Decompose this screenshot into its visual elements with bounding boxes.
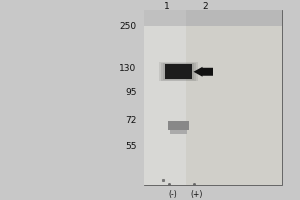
Text: 250: 250	[119, 22, 136, 31]
Bar	[144, 10, 282, 185]
Text: 130: 130	[119, 64, 136, 73]
Bar	[163, 63, 194, 80]
Text: 72: 72	[125, 116, 136, 125]
Text: (+): (+)	[190, 190, 203, 199]
Text: 2: 2	[203, 2, 208, 11]
Text: 1: 1	[164, 2, 169, 11]
Bar	[170, 130, 187, 134]
Bar	[186, 10, 282, 26]
Bar	[161, 63, 196, 81]
Text: 55: 55	[125, 142, 136, 151]
Bar	[186, 10, 282, 185]
Text: (-): (-)	[168, 190, 177, 199]
Bar	[144, 10, 186, 185]
Bar	[168, 121, 189, 130]
Bar	[144, 10, 186, 26]
FancyArrow shape	[194, 67, 213, 77]
Bar	[165, 64, 192, 79]
Bar	[159, 62, 198, 81]
Text: 95: 95	[125, 88, 136, 97]
